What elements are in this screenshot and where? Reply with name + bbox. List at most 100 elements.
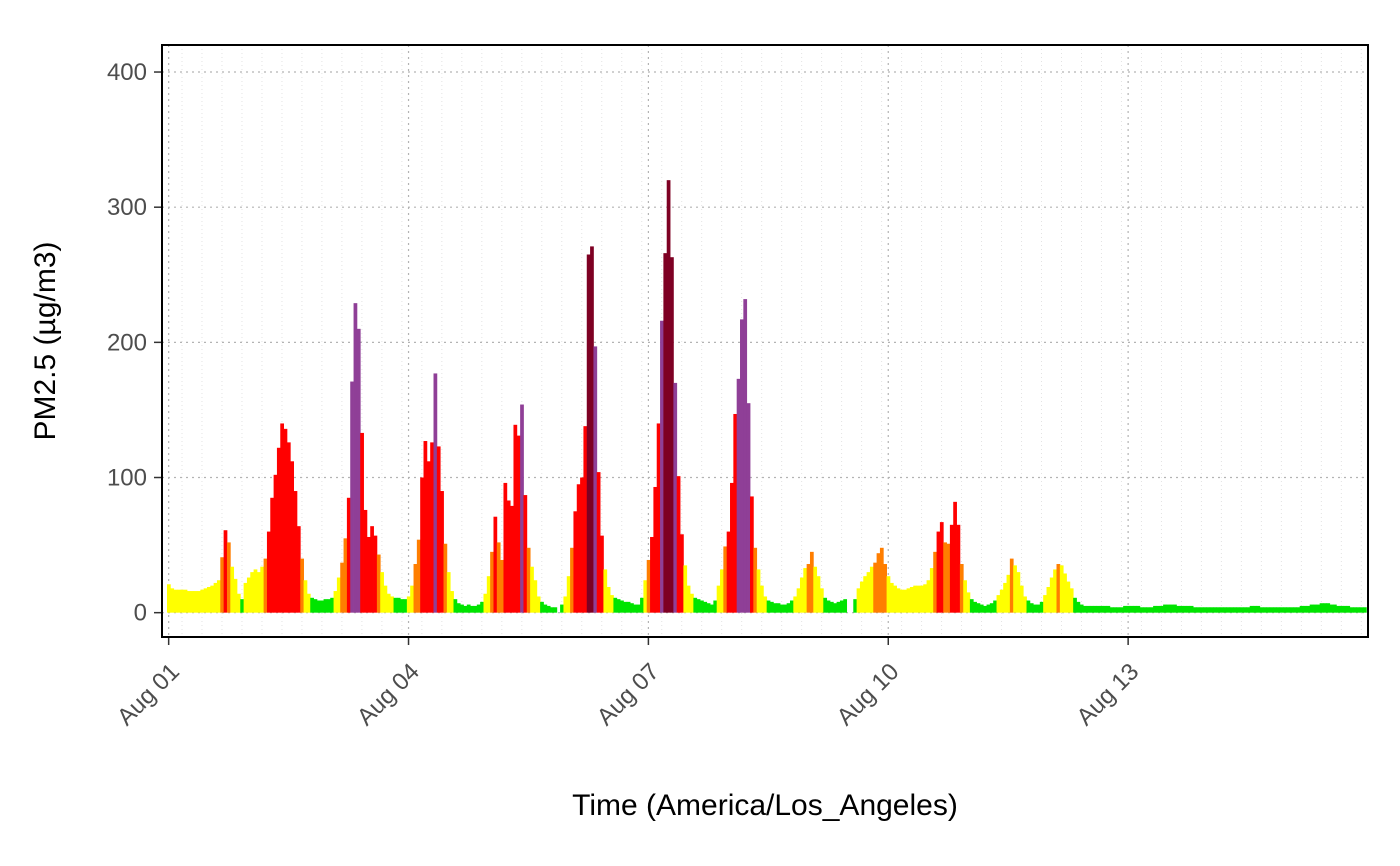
x-tick-label: Aug 13 bbox=[1071, 658, 1144, 731]
data-bar bbox=[1219, 607, 1224, 613]
data-bar bbox=[793, 596, 798, 613]
data-bar bbox=[243, 582, 248, 613]
data-bar bbox=[750, 496, 754, 613]
data-bar bbox=[1116, 607, 1121, 613]
data-bar bbox=[826, 600, 831, 613]
data-bar bbox=[616, 599, 621, 613]
data-bar bbox=[1069, 588, 1074, 613]
data-bar bbox=[746, 403, 751, 613]
data-bar bbox=[220, 557, 225, 613]
data-bar bbox=[530, 566, 534, 613]
data-bar bbox=[796, 588, 801, 613]
data-bar bbox=[386, 593, 391, 613]
data-bar bbox=[356, 328, 361, 613]
data-bar bbox=[1293, 607, 1297, 613]
plot-panel-border bbox=[161, 44, 1369, 638]
data-bar bbox=[1346, 605, 1351, 613]
data-bar bbox=[939, 522, 944, 613]
data-bar bbox=[1269, 607, 1274, 613]
data-bar bbox=[413, 564, 418, 613]
data-bar bbox=[286, 442, 291, 613]
data-bar bbox=[713, 600, 718, 613]
data-bar bbox=[690, 593, 694, 613]
data-bar bbox=[246, 577, 251, 613]
data-bar bbox=[710, 604, 714, 613]
data-bar bbox=[839, 600, 844, 613]
data-bar bbox=[410, 585, 414, 613]
data-bar bbox=[323, 599, 328, 613]
data-bar bbox=[773, 603, 778, 613]
data-bar bbox=[683, 565, 688, 613]
data-bar bbox=[1133, 605, 1137, 613]
data-bar bbox=[1086, 605, 1091, 613]
data-bar bbox=[1093, 605, 1097, 613]
data-bar bbox=[173, 589, 178, 613]
data-bar bbox=[280, 423, 284, 613]
data-bar bbox=[496, 542, 501, 613]
data-bar bbox=[610, 595, 614, 613]
data-bar bbox=[273, 474, 278, 613]
data-bar bbox=[510, 505, 514, 613]
data-bar bbox=[1199, 607, 1204, 613]
data-bar bbox=[403, 599, 408, 613]
data-bar bbox=[1009, 558, 1014, 613]
data-bar bbox=[1303, 605, 1307, 613]
data-bar bbox=[1229, 607, 1234, 613]
data-bar bbox=[1053, 569, 1057, 613]
data-bar bbox=[943, 542, 947, 613]
data-bar bbox=[210, 585, 215, 613]
data-bar bbox=[1209, 607, 1214, 613]
x-tick-label: Aug 10 bbox=[832, 658, 905, 731]
data-bar bbox=[426, 461, 431, 613]
data-bar bbox=[1106, 605, 1111, 613]
data-bar bbox=[756, 569, 761, 613]
data-bar bbox=[433, 373, 438, 613]
data-bar bbox=[1246, 607, 1251, 613]
data-bar bbox=[1223, 607, 1227, 613]
data-bar bbox=[196, 591, 201, 613]
data-bar bbox=[1156, 605, 1161, 613]
data-bar bbox=[819, 588, 824, 613]
data-bar bbox=[1253, 605, 1257, 613]
data-bar bbox=[1176, 605, 1181, 613]
data-bar bbox=[436, 446, 441, 613]
data-bar bbox=[983, 605, 987, 613]
data-bar bbox=[526, 547, 531, 613]
data-bar bbox=[206, 586, 211, 613]
data-bar bbox=[1213, 607, 1217, 613]
data-bar bbox=[326, 599, 331, 613]
data-bar bbox=[1103, 605, 1107, 613]
data-bar bbox=[1273, 607, 1277, 613]
data-bar bbox=[736, 378, 741, 613]
data-bar bbox=[663, 253, 668, 613]
data-bar bbox=[866, 572, 871, 613]
data-bar bbox=[1276, 607, 1281, 613]
y-tick-label: 0 bbox=[134, 600, 147, 627]
data-bar bbox=[336, 577, 341, 613]
data-bar bbox=[440, 491, 444, 613]
data-bar bbox=[913, 585, 917, 613]
data-bar bbox=[806, 564, 811, 613]
data-bar bbox=[166, 584, 171, 613]
y-tick-label: 100 bbox=[107, 465, 147, 492]
data-bar bbox=[859, 581, 864, 613]
data-bar bbox=[383, 585, 388, 613]
data-bar bbox=[443, 543, 448, 613]
data-bar bbox=[626, 601, 631, 613]
data-bar bbox=[566, 576, 571, 613]
data-bar bbox=[1066, 581, 1071, 613]
data-bar bbox=[936, 531, 941, 613]
y-axis-title: PM2.5 (µg/m3) bbox=[29, 242, 62, 441]
data-bar bbox=[230, 566, 235, 613]
data-bar bbox=[853, 599, 858, 613]
data-bar bbox=[766, 600, 771, 613]
data-bar bbox=[763, 596, 768, 613]
data-bar bbox=[456, 603, 461, 613]
data-bar bbox=[333, 591, 338, 613]
data-bar bbox=[1306, 605, 1311, 613]
data-bar bbox=[1083, 605, 1087, 613]
data-bar bbox=[1263, 607, 1267, 613]
data-bar bbox=[1356, 607, 1361, 613]
data-bar bbox=[1163, 604, 1167, 613]
